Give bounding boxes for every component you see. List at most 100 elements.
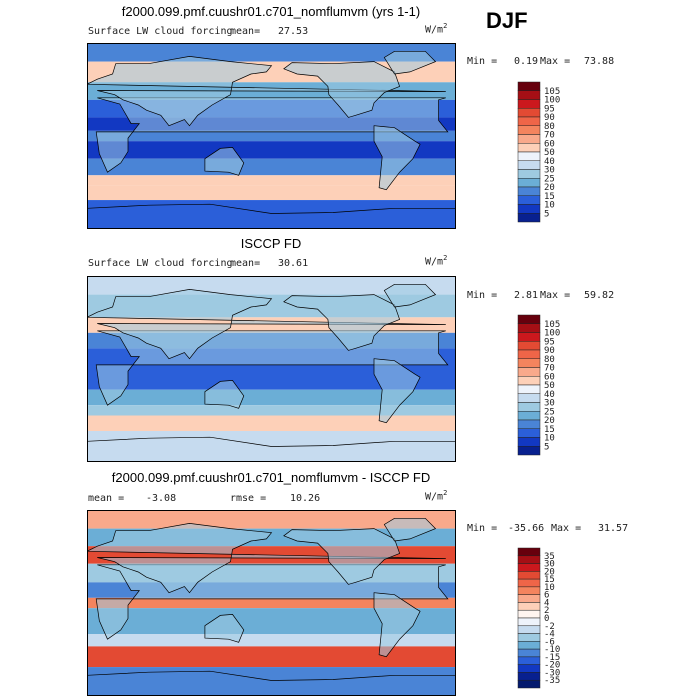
panel-1-max-value: 73.88 bbox=[584, 56, 615, 67]
colorbar-tick-label: 15 bbox=[544, 575, 555, 585]
colorbar-swatch bbox=[517, 625, 541, 634]
colorbar-tick-label: 100 bbox=[544, 96, 560, 106]
colorbar-swatch bbox=[517, 376, 541, 386]
continent-outline bbox=[283, 528, 401, 585]
colorbar-tick-label: -15 bbox=[544, 653, 560, 663]
colorbar-tick-label: 5 bbox=[544, 442, 549, 452]
panel-2-mean-label: mean= bbox=[230, 258, 261, 269]
panel-3-max-label: Max = bbox=[551, 523, 582, 534]
colorbar-tick-label: 70 bbox=[544, 131, 555, 141]
colorbar-tick-label: 80 bbox=[544, 355, 555, 365]
colorbar-swatch bbox=[517, 617, 541, 627]
colorbar-swatch bbox=[517, 143, 541, 153]
colorbar-tick-label: 30 bbox=[544, 560, 555, 570]
colorbar-tick-label: 105 bbox=[544, 320, 560, 330]
colorbar-tick-label: 25 bbox=[544, 174, 555, 184]
panel-3-map bbox=[87, 510, 456, 696]
panel-3-mean-label: mean = bbox=[88, 493, 125, 504]
colorbar-swatch bbox=[517, 664, 541, 673]
colorbar-tick-label: 95 bbox=[544, 104, 555, 114]
colorbar-swatch bbox=[517, 672, 541, 681]
colorbar-swatch bbox=[517, 679, 541, 689]
map-frame bbox=[87, 43, 456, 229]
panel-3-mean-value: -3.08 bbox=[146, 493, 177, 504]
colorbar-tick-label: 90 bbox=[544, 346, 555, 356]
colorbar-tick-label: -4 bbox=[544, 630, 555, 640]
map-field-band bbox=[87, 405, 456, 416]
map-frame bbox=[87, 510, 456, 696]
continent-outline bbox=[87, 203, 456, 214]
colorbar-swatch bbox=[517, 341, 541, 351]
map-field-band bbox=[87, 130, 456, 142]
colorbar-swatch bbox=[517, 332, 541, 342]
panel-1-title: f2000.099.pmf.cuushr01.c701_nomflumvm (y… bbox=[121, 4, 421, 19]
continent-outline bbox=[283, 61, 401, 118]
colorbar-swatch bbox=[517, 367, 541, 377]
colorbar-swatch bbox=[517, 195, 541, 205]
map-field-band bbox=[87, 634, 456, 647]
colorbar-swatch bbox=[517, 323, 541, 333]
colorbar-swatch bbox=[517, 314, 541, 324]
colorbar-swatch bbox=[517, 393, 541, 403]
continent-outline bbox=[87, 436, 456, 447]
panel-3-rmse-label: rmse = bbox=[230, 493, 267, 504]
panel-1-mean-value: 27.53 bbox=[278, 26, 309, 37]
colorbar-tick-label: 20 bbox=[544, 183, 555, 193]
panel-3-units: W/m2 bbox=[425, 489, 448, 503]
colorbar-tick-label: 2 bbox=[544, 606, 549, 616]
map-field-band bbox=[87, 200, 456, 229]
continent-outline bbox=[373, 358, 421, 424]
panel-3-min-label: Min = bbox=[467, 523, 498, 534]
colorbar-tick-label: 30 bbox=[544, 166, 555, 176]
panel-1-min-value: 0.19 bbox=[514, 56, 539, 67]
panel-1-min-label: Min = bbox=[467, 56, 498, 67]
continent-outline bbox=[204, 614, 245, 643]
colorbar-tick-label: 70 bbox=[544, 364, 555, 374]
colorbar-tick-label: -6 bbox=[544, 637, 555, 647]
colorbar-tick-label: 15 bbox=[544, 192, 555, 202]
panel-2-mean-value: 30.61 bbox=[278, 258, 309, 269]
colorbar-tick-label: 10 bbox=[544, 583, 555, 593]
colorbar-swatch bbox=[517, 90, 541, 100]
continent-outline bbox=[204, 380, 245, 409]
colorbar-swatch bbox=[517, 204, 541, 214]
map-field-band bbox=[87, 667, 456, 696]
panel-2-min-label: Min = bbox=[467, 290, 498, 301]
map-field-band bbox=[87, 510, 456, 529]
colorbar-swatch bbox=[517, 108, 541, 118]
colorbar-tick-label: -30 bbox=[544, 668, 560, 678]
panel-3-rmse-value: 10.26 bbox=[290, 493, 321, 504]
continent-outline bbox=[87, 289, 446, 360]
colorbar-tick-label: 6 bbox=[544, 591, 549, 601]
colorbar-swatch bbox=[517, 571, 541, 580]
colorbar-tick-label: 5 bbox=[544, 209, 549, 219]
colorbar-swatch bbox=[517, 213, 541, 223]
map-field-band bbox=[87, 141, 456, 159]
colorbar-swatch bbox=[517, 446, 541, 456]
colorbar-swatch bbox=[517, 402, 541, 412]
colorbar-tick-label: 20 bbox=[544, 416, 555, 426]
map-field-band bbox=[87, 185, 456, 201]
colorbar-tick-label: 95 bbox=[544, 337, 555, 347]
panel-2-units: W/m2 bbox=[425, 254, 448, 268]
colorbar-tick-label: -35 bbox=[544, 676, 560, 686]
season-label: DJF bbox=[486, 8, 528, 33]
panel-2-max-label: Max = bbox=[540, 290, 571, 301]
colorbar-swatch bbox=[517, 656, 541, 665]
colorbar-tick-label: 15 bbox=[544, 425, 555, 435]
continent-outline bbox=[87, 56, 446, 127]
colorbar-tick-label: 105 bbox=[544, 87, 560, 97]
colorbar-swatch bbox=[517, 547, 541, 557]
panel-2-map bbox=[87, 276, 456, 462]
panel-1-field-label: Surface LW cloud forcing bbox=[88, 26, 233, 37]
continent-outline bbox=[383, 283, 437, 308]
colorbar-swatch bbox=[517, 586, 541, 595]
colorbar-swatch bbox=[517, 428, 541, 438]
colorbar-swatch bbox=[517, 594, 541, 603]
panel-3-min-value: -35.66 bbox=[508, 523, 545, 534]
colorbar-tick-label: 4 bbox=[544, 598, 549, 608]
continent-outline bbox=[373, 592, 421, 658]
colorbar-swatch bbox=[517, 169, 541, 179]
panel-1-units: W/m2 bbox=[425, 22, 448, 36]
